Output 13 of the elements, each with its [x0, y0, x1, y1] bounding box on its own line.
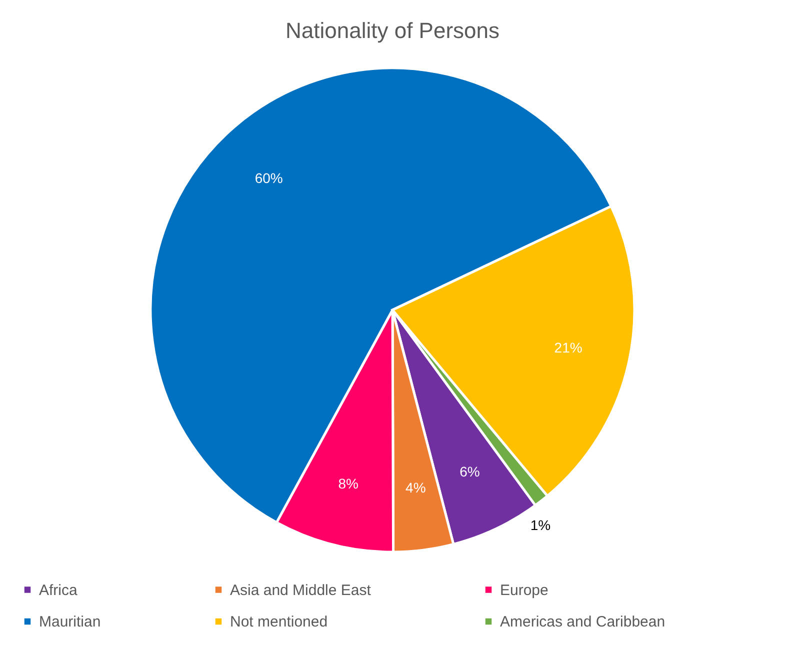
chart-title: Nationality of Persons [286, 18, 500, 43]
data-label: 6% [460, 464, 480, 480]
legend-label: Asia and Middle East [230, 582, 372, 599]
data-label: 1% [530, 517, 551, 534]
data-label: 60% [254, 170, 283, 186]
data-label: 21% [554, 340, 582, 356]
data-label: 4% [406, 480, 426, 496]
legend-label: Europe [500, 582, 548, 599]
legend-label: Africa [39, 582, 78, 599]
legend-label: Not mentioned [230, 614, 328, 630]
legend-label: Mauritian [39, 614, 101, 630]
data-label: 8% [338, 475, 358, 492]
legend-label: Americas and Caribbean [500, 614, 666, 630]
